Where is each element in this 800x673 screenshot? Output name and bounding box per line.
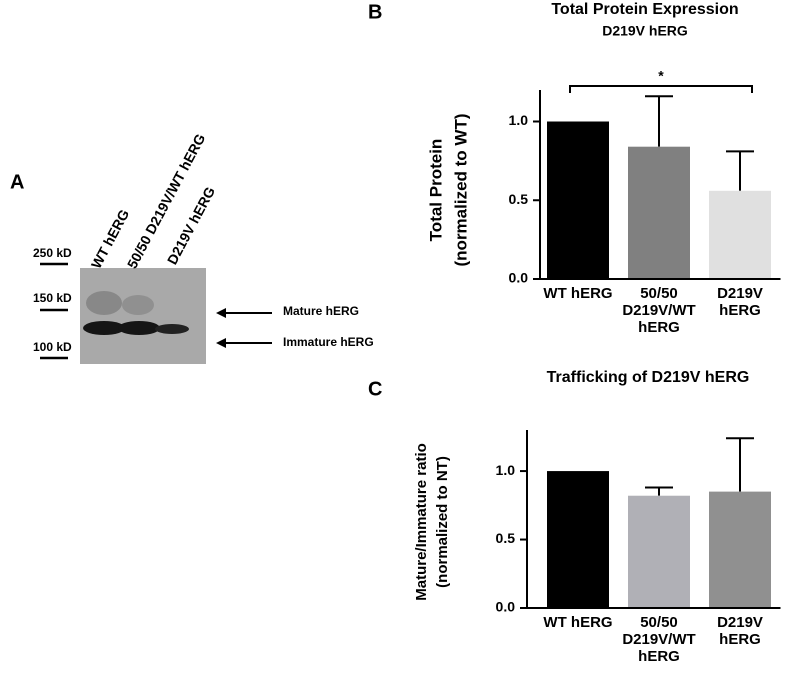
bar <box>628 146 690 279</box>
panel-label: B <box>368 1 382 23</box>
y-axis-label: (normalized to NT) <box>434 456 451 588</box>
y-axis-label: Total Protein <box>426 139 445 242</box>
x-tick-label: WT hERG <box>543 614 613 631</box>
y-tick-label: 0.5 <box>509 191 529 207</box>
x-tick-label: 50/50 D219V/WT hERG <box>622 285 696 336</box>
significance-bracket <box>569 85 753 93</box>
blot-smear <box>86 291 122 315</box>
marker-label: 250 kD <box>33 246 72 260</box>
marker-label: 100 kD <box>33 340 72 354</box>
blot-smear <box>122 295 154 315</box>
x-tick-label: WT hERG <box>543 285 613 302</box>
y-axis-label: Mature/Immature ratio <box>413 443 430 601</box>
x-tick-label-box: D219V hERG <box>717 285 763 319</box>
chart-title: Trafficking of D219V hERG <box>547 369 750 386</box>
y-tick-label: 1.0 <box>496 462 516 478</box>
blot-band <box>83 321 125 335</box>
x-tick-label-box: 50/50 D219V/WT hERG <box>622 285 696 336</box>
chart-title: Total Protein Expression <box>551 1 738 18</box>
marker-label: 150 kD <box>33 291 72 305</box>
arrow-head <box>216 338 226 348</box>
bar <box>628 495 690 608</box>
significance-label: * <box>658 68 664 84</box>
arrow-head <box>216 308 226 318</box>
blot-band <box>118 321 160 335</box>
x-tick-label-box: WT hERG <box>543 614 613 631</box>
chart-subtitle: D219V hERG <box>602 23 688 39</box>
y-tick-label: 0.0 <box>496 599 516 615</box>
x-tick-label: 50/50 D219V/WT hERG <box>622 614 696 665</box>
blot-band <box>155 324 189 334</box>
y-tick-label: 0.5 <box>496 530 516 546</box>
bar <box>547 471 609 608</box>
x-tick-label-box: 50/50 D219V/WT hERG <box>622 614 696 665</box>
blot-membrane <box>80 268 206 364</box>
y-tick-label: 0.0 <box>509 270 529 286</box>
y-axis-label: (normalized to WT) <box>451 114 470 267</box>
x-tick-label: D219V hERG <box>717 614 763 648</box>
arrow-label: Mature hERG <box>283 304 359 318</box>
bar <box>709 491 771 608</box>
arrow-label: Immature hERG <box>283 335 374 349</box>
x-tick-label: D219V hERG <box>717 285 763 319</box>
x-tick-label-box: D219V hERG <box>717 614 763 648</box>
panel-label: A <box>10 171 24 193</box>
y-tick-label: 1.0 <box>509 112 529 128</box>
western-blot: 250 kD 150 kD 100 kD WT hERG 50/50 D219V… <box>33 131 374 364</box>
x-tick-label-box: WT hERG <box>543 285 613 302</box>
bar <box>709 190 771 279</box>
panel-label: C <box>368 378 382 400</box>
bar <box>547 121 609 279</box>
